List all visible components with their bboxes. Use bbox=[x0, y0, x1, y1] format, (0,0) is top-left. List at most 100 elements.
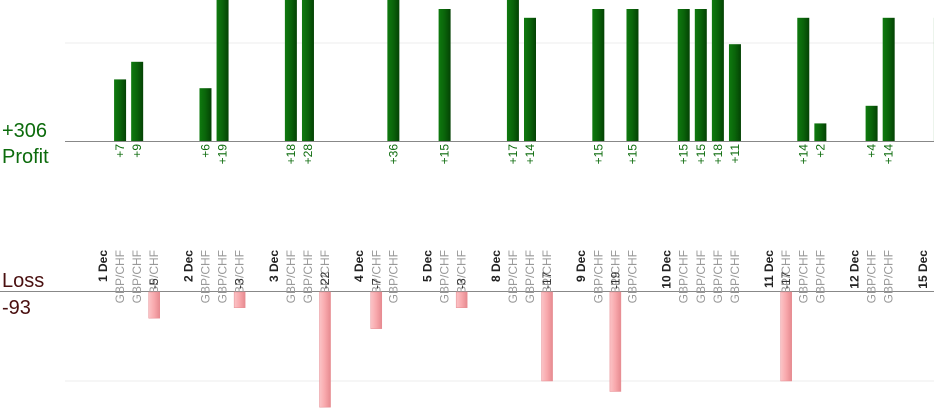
pair-label: GBP/CHF bbox=[455, 250, 469, 303]
profit-value-label: +15 bbox=[625, 144, 639, 165]
profit-value-label: +9 bbox=[130, 144, 144, 158]
profit-value-label: +4 bbox=[865, 144, 879, 158]
profit-value-label: +7 bbox=[113, 144, 127, 158]
profit-bar bbox=[626, 9, 639, 141]
pair-label: GBP/CHF bbox=[369, 250, 383, 303]
pair-label: GBP/CHF bbox=[130, 250, 144, 303]
loss-bar bbox=[780, 291, 792, 382]
pair-label: GBP/CHF bbox=[506, 250, 520, 303]
total-loss-value: -93 bbox=[2, 297, 31, 319]
loss-bar bbox=[319, 291, 331, 408]
pair-label: GBP/CHF bbox=[677, 250, 691, 303]
pair-label: GBP/CHF bbox=[233, 250, 247, 303]
profit-value-label: +28 bbox=[301, 144, 315, 165]
date-label: 11 Dec bbox=[762, 250, 776, 288]
profit-bar bbox=[199, 88, 212, 141]
loss-bar bbox=[455, 291, 468, 308]
profit-bar bbox=[865, 105, 878, 141]
loss-label: Loss bbox=[2, 270, 45, 292]
profit-bar bbox=[677, 9, 690, 141]
pair-label: GBP/CHF bbox=[933, 250, 934, 303]
profit-bar bbox=[524, 17, 536, 141]
pair-label: GBP/CHF bbox=[523, 250, 537, 303]
profit-bar bbox=[438, 9, 451, 141]
profit-bar bbox=[387, 0, 400, 141]
loss-value-label: -17 bbox=[779, 271, 793, 289]
date-label: 3 Dec bbox=[267, 250, 281, 282]
loss-value-label: -5 bbox=[147, 278, 161, 289]
date-label: 4 Dec bbox=[352, 250, 366, 282]
pair-label: GBP/CHF bbox=[113, 250, 127, 303]
pair-label: GBP/CHF bbox=[796, 250, 810, 303]
total-profit-value: +306 bbox=[2, 120, 48, 142]
pair-label: GBP/CHF bbox=[591, 250, 605, 303]
profit-value-label: +14 bbox=[933, 144, 934, 165]
profit-value-label: +11 bbox=[728, 144, 742, 164]
loss-value-label: -17 bbox=[540, 271, 554, 289]
pair-label: GBP/CHF bbox=[608, 250, 622, 303]
date-label: 2 Dec bbox=[181, 250, 195, 282]
loss-bar bbox=[609, 291, 622, 392]
profit-bar bbox=[592, 9, 605, 141]
profit-value-label: +14 bbox=[796, 144, 810, 165]
profit-bar bbox=[711, 0, 724, 141]
date-label: 15 Dec bbox=[916, 250, 930, 289]
profit-value-label: +15 bbox=[591, 144, 605, 165]
loss-value-label: -3 bbox=[233, 278, 247, 289]
pair-label: GBP/CHF bbox=[438, 250, 452, 303]
pair-label: GBP/CHF bbox=[386, 250, 400, 303]
profit-bar bbox=[797, 17, 810, 141]
pair-label: GBP/CHF bbox=[318, 250, 332, 303]
profit-value-label: +18 bbox=[284, 144, 298, 165]
profit-value-label: +18 bbox=[711, 144, 725, 165]
profit-value-label: +14 bbox=[523, 144, 537, 165]
profit-bar bbox=[814, 123, 827, 141]
profit-value-label: +15 bbox=[694, 144, 708, 165]
loss-value-label: -22 bbox=[318, 271, 332, 289]
date-label: 1 Dec bbox=[96, 250, 110, 282]
profit-bar bbox=[882, 17, 895, 141]
date-label: 10 Dec bbox=[660, 250, 674, 289]
pair-label: GBP/CHF bbox=[284, 250, 298, 303]
profit-label: Profit bbox=[2, 146, 49, 168]
loss-bar bbox=[370, 291, 383, 329]
pair-label: GBP/CHF bbox=[625, 250, 639, 303]
profit-bar bbox=[131, 61, 144, 141]
pair-label: GBP/CHF bbox=[540, 250, 554, 303]
profit-value-label: +17 bbox=[506, 144, 520, 165]
pair-label: GBP/CHF bbox=[198, 250, 212, 303]
pair-label: GBP/CHF bbox=[882, 250, 896, 303]
profit-bar bbox=[301, 0, 314, 141]
loss-bar bbox=[541, 291, 553, 382]
pair-label: GBP/CHF bbox=[779, 250, 793, 303]
profit-value-label: +6 bbox=[198, 144, 212, 158]
pair-label: GBP/CHF bbox=[865, 250, 879, 303]
profit-bar bbox=[728, 44, 741, 142]
date-label: 12 Dec bbox=[848, 250, 862, 289]
pair-label: GBP/CHF bbox=[694, 250, 708, 303]
loss-value-label: -19 bbox=[608, 271, 622, 289]
pair-label: GBP/CHF bbox=[301, 250, 315, 303]
profit-value-label: +15 bbox=[677, 144, 691, 165]
profit-value-label: +36 bbox=[386, 144, 400, 165]
profit-value-label: +15 bbox=[438, 144, 452, 165]
loss-value-label: -3 bbox=[455, 278, 469, 289]
date-label: 8 Dec bbox=[489, 250, 503, 282]
pair-label: GBP/CHF bbox=[147, 250, 161, 303]
profit-bar bbox=[694, 9, 707, 141]
date-label: 5 Dec bbox=[421, 250, 435, 282]
profit-bar bbox=[284, 0, 297, 141]
pair-label: GBP/CHF bbox=[711, 250, 725, 303]
profit-bar bbox=[216, 0, 229, 141]
loss-value-label: -7 bbox=[369, 278, 383, 289]
loss-bar bbox=[233, 291, 246, 308]
profit-bar bbox=[506, 0, 519, 141]
profit-value-label: +2 bbox=[813, 144, 827, 158]
loss-bar bbox=[148, 291, 160, 319]
profit-value-label: +19 bbox=[216, 144, 230, 165]
date-label: 9 Dec bbox=[574, 250, 588, 282]
pair-label: GBP/CHF bbox=[813, 250, 827, 303]
pair-label: GBP/CHF bbox=[216, 250, 230, 303]
